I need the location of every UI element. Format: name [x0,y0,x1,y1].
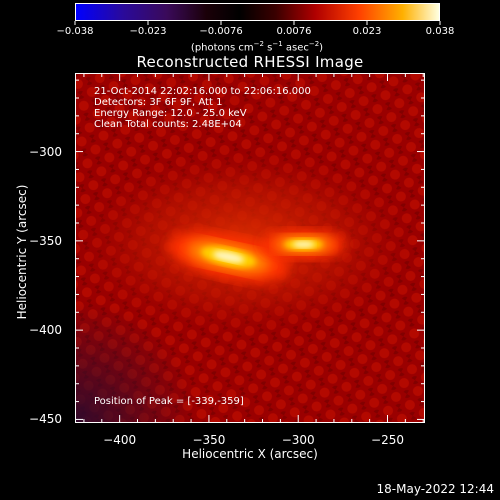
annotation-line: 21-Oct-2014 22:02:16.000 to 22:06:16.000 [94,86,311,97]
plot-area [75,73,425,423]
colorbar-tick-label: 0.038 [425,26,455,37]
x-axis-label: Heliocentric X (arcsec) [182,447,318,461]
colorbar-tick-label: −0.038 [56,26,94,37]
colorbar-tick-label: 0.0076 [276,26,312,37]
y-tick-label: −450 [29,412,62,427]
peak-position-label: Position of Peak = [-339,-359] [94,396,244,407]
colorbar-tick-label: −0.023 [129,26,167,37]
colorbar [75,3,440,21]
annotation-line: Detectors: 3F 6F 9F, Att 1 [94,97,223,108]
x-tick-label: −300 [281,433,315,447]
sources-layer [167,229,346,283]
x-tick-label: −400 [103,433,137,447]
annotation-line: Energy Range: 12.0 - 25.0 keV [94,108,247,119]
y-tick-label: −300 [29,144,62,159]
colorbar-tick-label: 0.023 [352,26,382,37]
y-tick-label: −350 [29,233,62,248]
y-axis-label: Heliocentric Y (arcsec) [15,184,29,320]
colorbar-tick-label: −0.0076 [199,26,243,37]
y-tick-label: −400 [29,323,62,338]
x-tick-label: −350 [192,433,226,447]
emission-source [167,231,290,283]
annotation-line: Clean Total counts: 2.48E+04 [94,119,242,130]
chart-title: Reconstructed RHESSI Image [136,53,364,71]
axes-layer [75,73,425,423]
colorbar-units: (photons cm−2 s−1 asec−2) [190,40,324,54]
emission-source [261,229,346,260]
observation-annotations: 21-Oct-2014 22:02:16.000 to 22:06:16.000… [94,86,311,130]
colorbar-ticks [74,21,441,25]
timestamp: 18-May-2022 12:44 [376,482,494,496]
x-tick-label: −250 [371,433,404,447]
